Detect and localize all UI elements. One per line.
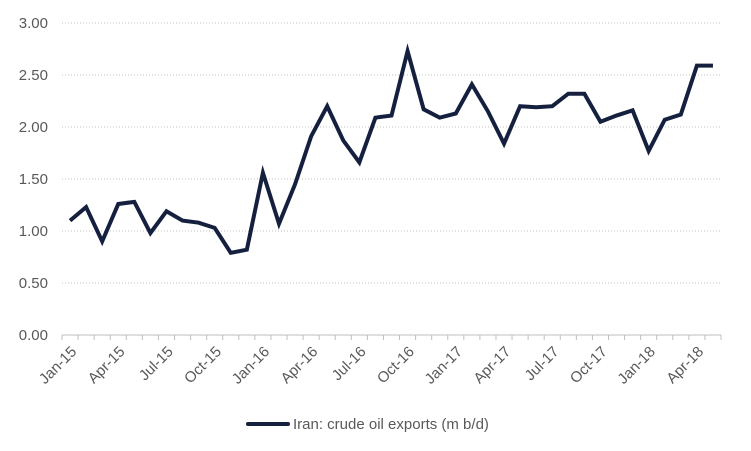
x-tick-label: Jul-15	[136, 343, 177, 384]
x-tick-label: Apr-15	[85, 343, 129, 387]
x-tick-label: Oct-15	[181, 343, 225, 387]
x-axis-tick-labels: Jan-15 Apr-15 Jul-15 Oct-15 Jan-16 Apr-16 Jul-…	[36, 343, 707, 387]
y-tick-label: 2.50	[19, 67, 48, 84]
x-tick-label: Jan-18	[614, 343, 658, 387]
x-tick-label: Jul-16	[329, 343, 370, 384]
y-tick-label: 1.00	[19, 223, 48, 240]
x-tick-label: Apr-18	[663, 343, 707, 387]
grid-lines	[62, 22, 721, 284]
x-tick-label: Jan-17	[422, 343, 466, 387]
series-lines	[68, 43, 713, 256]
series-line-0	[68, 43, 713, 256]
x-tick-label: Jan-16	[229, 343, 273, 387]
y-tick-label: 2.00	[19, 119, 48, 136]
x-tick-label: Jan-15	[36, 343, 80, 387]
y-tick-label: 0.50	[19, 275, 48, 292]
x-tick-label: Jul-17	[522, 343, 563, 384]
y-tick-label: 1.50	[19, 171, 48, 188]
axes	[61, 334, 722, 340]
y-tick-label: 0.00	[19, 327, 48, 344]
legend-label-iran-exports: Iran: crude oil exports (m b/d)	[293, 416, 489, 433]
legend: Iran: crude oil exports (m b/d)	[246, 416, 489, 433]
x-tick-label: Oct-17	[567, 343, 611, 387]
y-tick-label: 3.00	[19, 15, 48, 32]
x-tick-label: Apr-17	[470, 343, 514, 387]
y-axis-tick-labels: 0.00 0.50 1.00 1.50 2.00 2.50 3.00	[19, 15, 48, 344]
x-tick-label: Apr-16	[278, 343, 322, 387]
x-tick-label: Oct-16	[374, 343, 418, 387]
